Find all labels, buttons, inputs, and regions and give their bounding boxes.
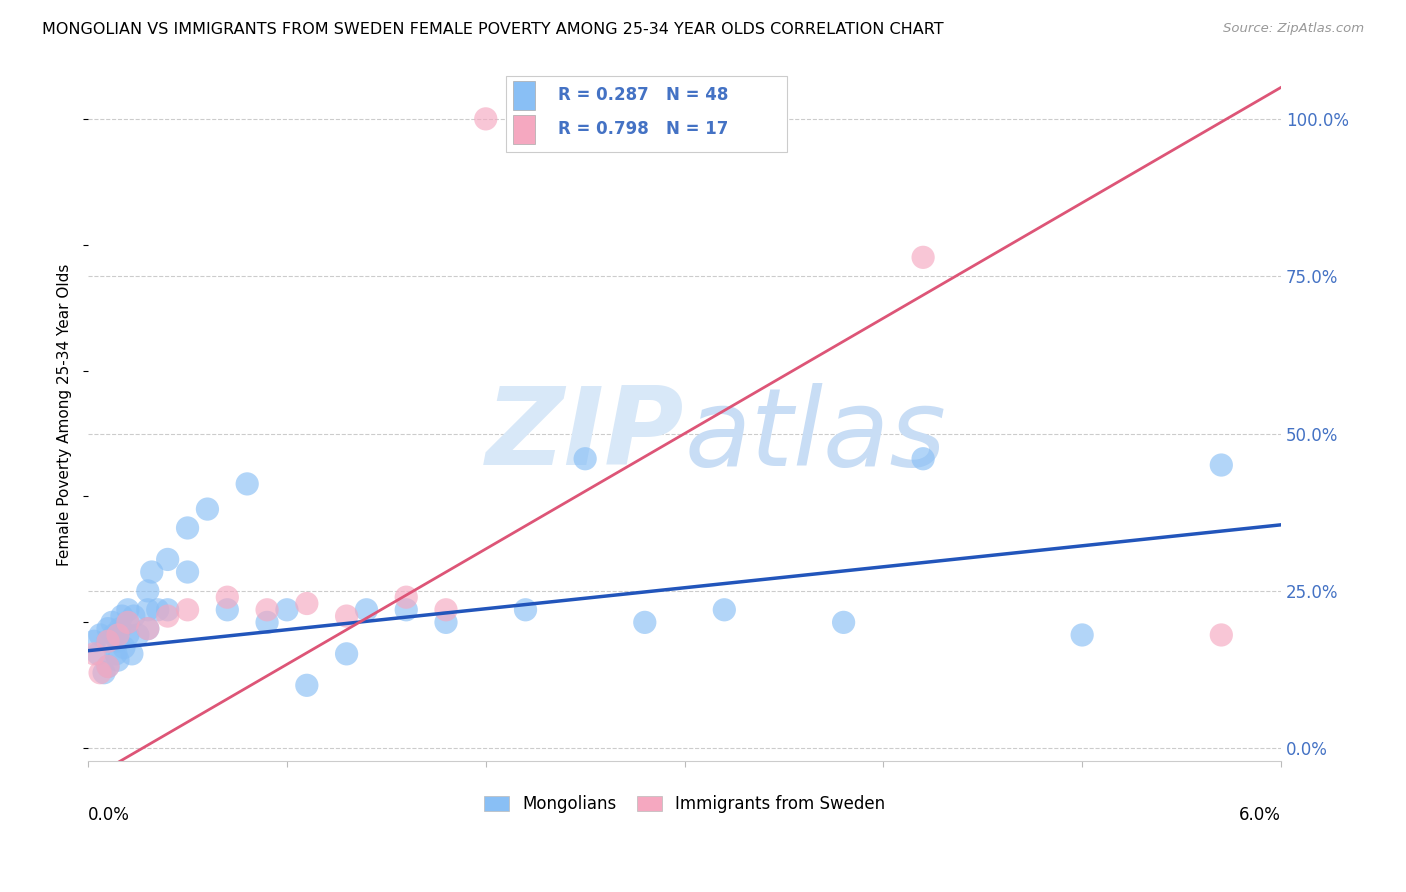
Point: [574, 451, 596, 466]
Text: R = 0.798   N = 17: R = 0.798 N = 17: [558, 120, 728, 138]
Point: [217, 591, 239, 605]
Point: [176, 521, 198, 535]
Point: [634, 615, 657, 630]
Point: [136, 622, 159, 636]
Point: [515, 603, 537, 617]
Point: [1211, 458, 1233, 472]
Point: [141, 565, 163, 579]
Point: [136, 622, 159, 636]
Point: [136, 603, 159, 617]
Point: [156, 552, 179, 566]
Point: [395, 603, 418, 617]
Point: [434, 603, 457, 617]
Point: [127, 628, 149, 642]
Point: [121, 647, 143, 661]
Point: [83, 634, 105, 648]
Point: [713, 603, 735, 617]
Point: [395, 591, 418, 605]
Point: [474, 112, 496, 126]
Point: [912, 451, 935, 466]
Point: [117, 603, 139, 617]
Point: [236, 476, 259, 491]
Point: [336, 647, 359, 661]
Point: [1211, 628, 1233, 642]
Point: [176, 603, 198, 617]
Point: [356, 603, 378, 617]
Point: [89, 628, 111, 642]
Point: [97, 622, 120, 636]
Point: [295, 597, 318, 611]
Point: [117, 628, 139, 642]
Point: [117, 615, 139, 630]
Point: [107, 653, 129, 667]
Y-axis label: Female Poverty Among 25-34 Year Olds: Female Poverty Among 25-34 Year Olds: [58, 263, 72, 566]
Text: R = 0.287   N = 48: R = 0.287 N = 48: [558, 87, 728, 104]
Point: [108, 622, 131, 636]
Point: [832, 615, 855, 630]
Text: MONGOLIAN VS IMMIGRANTS FROM SWEDEN FEMALE POVERTY AMONG 25-34 YEAR OLDS CORRELA: MONGOLIAN VS IMMIGRANTS FROM SWEDEN FEMA…: [42, 22, 943, 37]
Point: [93, 665, 115, 680]
Text: 6.0%: 6.0%: [1239, 805, 1281, 824]
Point: [97, 634, 120, 648]
Point: [197, 502, 219, 516]
Point: [217, 603, 239, 617]
Point: [256, 603, 278, 617]
Point: [434, 615, 457, 630]
Point: [156, 609, 179, 624]
Point: [103, 628, 125, 642]
Point: [87, 647, 110, 661]
Point: [107, 628, 129, 642]
Point: [107, 634, 129, 648]
Text: 0.0%: 0.0%: [89, 805, 129, 824]
Point: [1071, 628, 1094, 642]
Point: [117, 615, 139, 630]
Text: ZIP: ZIP: [486, 383, 685, 489]
Point: [176, 565, 198, 579]
Point: [83, 647, 105, 661]
Point: [256, 615, 278, 630]
Point: [122, 609, 145, 624]
Legend: Mongolians, Immigrants from Sweden: Mongolians, Immigrants from Sweden: [475, 787, 893, 822]
Text: atlas: atlas: [685, 383, 946, 488]
Point: [89, 665, 111, 680]
Point: [112, 640, 135, 655]
Point: [912, 250, 935, 264]
Point: [97, 659, 120, 673]
Point: [276, 603, 298, 617]
Point: [295, 678, 318, 692]
Point: [156, 603, 179, 617]
Point: [336, 609, 359, 624]
Text: Source: ZipAtlas.com: Source: ZipAtlas.com: [1223, 22, 1364, 36]
Point: [111, 609, 134, 624]
Point: [97, 659, 120, 673]
Point: [146, 603, 169, 617]
Point: [136, 583, 159, 598]
Point: [101, 615, 124, 630]
Point: [97, 634, 120, 648]
Point: [104, 647, 127, 661]
